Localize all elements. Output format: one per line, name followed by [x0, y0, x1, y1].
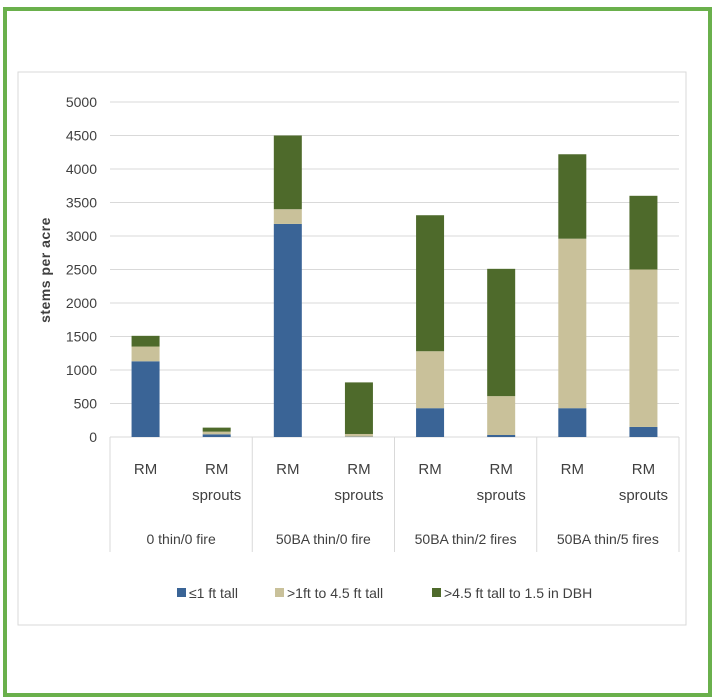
bar-segment-s1-c8 — [629, 427, 657, 437]
y-tick-label: 500 — [74, 396, 98, 412]
bar-segment-s2-c5 — [416, 351, 444, 408]
legend-label: >1ft to 4.5 ft tall — [287, 585, 383, 601]
bar-segment-s1-c5 — [416, 408, 444, 437]
bar-segment-s1-c7 — [558, 408, 586, 437]
bar-segment-s3-c2 — [203, 428, 231, 432]
legend-swatch — [177, 588, 186, 597]
y-tick-label: 3500 — [66, 195, 97, 211]
y-tick-label: 2500 — [66, 262, 97, 278]
bar-segment-s3-c3 — [274, 136, 302, 210]
group-label: 50BA thin/2 fires — [415, 531, 517, 547]
legend-swatch — [432, 588, 441, 597]
group-label: 50BA thin/0 fire — [276, 531, 371, 547]
y-tick-label: 0 — [89, 429, 97, 445]
category-label: RM — [134, 461, 157, 478]
group-label: 50BA thin/5 fires — [557, 531, 659, 547]
category-label-line2: sprouts — [619, 487, 668, 504]
bar-segment-s3-c6 — [487, 269, 515, 396]
bar-segment-s1-c2 — [203, 434, 231, 437]
bar-segment-s1-c1 — [132, 361, 160, 437]
bar-segment-s1-c6 — [487, 435, 515, 437]
y-tick-label: 4000 — [66, 161, 97, 177]
bar-segment-s2-c1 — [132, 347, 160, 362]
category-label: RM — [276, 461, 299, 478]
bar-segment-s2-c3 — [274, 209, 302, 224]
legend-swatch — [275, 588, 284, 597]
category-label-line2: sprouts — [334, 487, 383, 504]
bar-segment-s3-c7 — [558, 154, 586, 238]
bar-segment-s2-c8 — [629, 270, 657, 427]
y-tick-label: 3000 — [66, 228, 97, 244]
legend-label: >4.5 ft tall to 1.5 in DBH — [444, 585, 592, 601]
category-label: RM — [632, 461, 655, 478]
y-tick-label: 1000 — [66, 362, 97, 378]
bar-segment-s3-c1 — [132, 336, 160, 347]
bar-segment-s3-c8 — [629, 196, 657, 270]
bar-segment-s2-c7 — [558, 239, 586, 409]
category-label: RM — [205, 461, 228, 478]
bar-segment-s1-c3 — [274, 224, 302, 437]
category-label: RM — [347, 461, 370, 478]
y-axis-title: stems per acre — [37, 217, 53, 323]
group-label: 0 thin/0 fire — [146, 531, 215, 547]
bar-segment-s2-c2 — [203, 432, 231, 435]
y-tick-label: 1500 — [66, 329, 97, 345]
category-label-line2: sprouts — [192, 487, 241, 504]
bar-segment-s2-c4 — [345, 434, 373, 437]
bar-segment-s2-c6 — [487, 396, 515, 435]
legend-label: ≤1 ft tall — [189, 585, 238, 601]
y-tick-label: 4500 — [66, 128, 97, 144]
category-label-line2: sprouts — [477, 487, 526, 504]
category-label: RM — [561, 461, 584, 478]
y-tick-label: 2000 — [66, 295, 97, 311]
category-label: RM — [490, 461, 513, 478]
category-label: RM — [418, 461, 441, 478]
bar-segment-s3-c5 — [416, 215, 444, 351]
bar-segment-s3-c4 — [345, 382, 373, 434]
y-tick-label: 5000 — [66, 94, 97, 110]
